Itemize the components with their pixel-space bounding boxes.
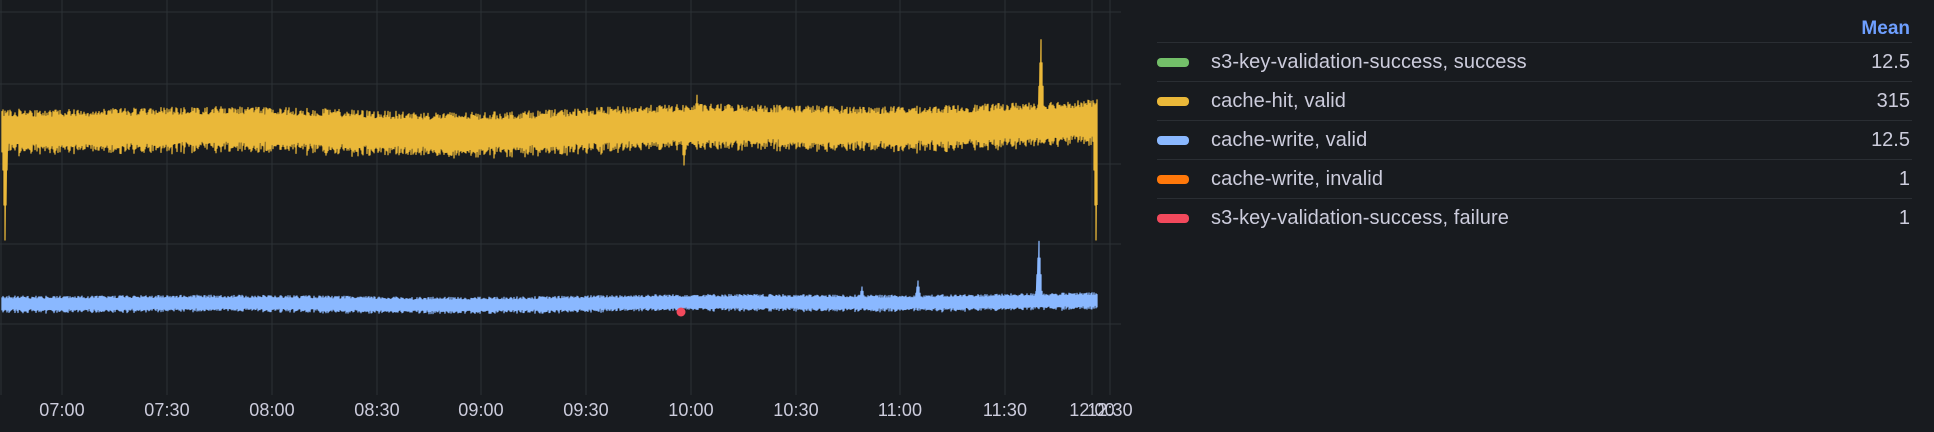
legend-mean-value: 1 <box>1898 206 1910 229</box>
legend-swatch-green[interactable] <box>1157 57 1189 67</box>
legend-swatch-yellow[interactable] <box>1157 96 1189 106</box>
legend-series-label[interactable]: s3-key-validation-success, success <box>1211 50 1527 73</box>
legend-series-label[interactable]: cache-write, invalid <box>1211 167 1384 190</box>
x-axis-tick-label: 09:00 <box>458 400 504 420</box>
legend-row[interactable]: s3-key-validation-success, failure 1 <box>1157 198 1912 237</box>
legend-mean-value: 12.5 <box>1871 128 1910 151</box>
x-axis-tick-label: 11:00 <box>877 400 923 420</box>
legend-series-label[interactable]: cache-write, valid <box>1211 128 1368 151</box>
legend-mean-value: 12.5 <box>1871 50 1910 73</box>
annotation-marker[interactable] <box>676 307 686 317</box>
series-line-cache-hit-valid <box>1 39 1098 241</box>
x-axis-tick-label: 10:00 <box>668 400 714 420</box>
legend-row[interactable]: cache-write, invalid 1 <box>1157 159 1912 198</box>
series-paths <box>1 39 1098 315</box>
x-axis-tick-label: 08:00 <box>249 400 295 420</box>
legend-series-label[interactable]: s3-key-validation-success, failure <box>1211 206 1509 229</box>
x-axis-tick-label: 10:30 <box>773 400 819 420</box>
legend-header: Mean <box>1157 0 1912 42</box>
legend-rows: s3-key-validation-success, success 12.5 ca… <box>1157 42 1912 237</box>
x-axis-tick-label: 07:30 <box>144 400 190 420</box>
legend-swatch-red[interactable] <box>1157 213 1189 223</box>
annotation-markers[interactable] <box>676 307 686 317</box>
chart-region: 07:00 07:30 08:00 08:30 09:00 09:30 10:00 10:30… <box>0 0 1133 432</box>
legend-mean-value: 1 <box>1898 167 1910 190</box>
plot-svg <box>0 0 1121 395</box>
legend-mean-value: 315 <box>1876 89 1910 112</box>
x-axis-tick-label: 12:30 <box>1087 400 1133 420</box>
x-axis: 07:00 07:30 08:00 08:30 09:00 09:30 10:00 10:30… <box>0 395 1132 432</box>
legend-row[interactable]: cache-write, valid 12.5 <box>1157 120 1912 159</box>
x-axis-tick-label: 11:30 <box>982 400 1028 420</box>
legend: Mean s3-key-validation-success, success 1… <box>1121 0 1934 432</box>
legend-row[interactable]: s3-key-validation-success, success 12.5 <box>1157 42 1912 81</box>
x-axis-tick-label: 08:30 <box>354 400 400 420</box>
legend-row[interactable]: cache-hit, valid 315 <box>1157 81 1912 120</box>
legend-column-header-mean[interactable]: Mean <box>1861 18 1910 39</box>
x-axis-tick-label: 09:30 <box>563 400 609 420</box>
series-line-cache-write-valid <box>1 240 1098 315</box>
legend-swatch-blue[interactable] <box>1157 135 1189 145</box>
x-axis-tick-label: 12:00 <box>1069 400 1115 420</box>
legend-swatch-orange[interactable] <box>1157 174 1189 184</box>
x-axis-tick-label: 07:00 <box>39 400 85 420</box>
grid-lines <box>0 0 1121 395</box>
plot-area[interactable] <box>0 0 1121 395</box>
legend-series-label[interactable]: cache-hit, valid <box>1211 89 1346 112</box>
